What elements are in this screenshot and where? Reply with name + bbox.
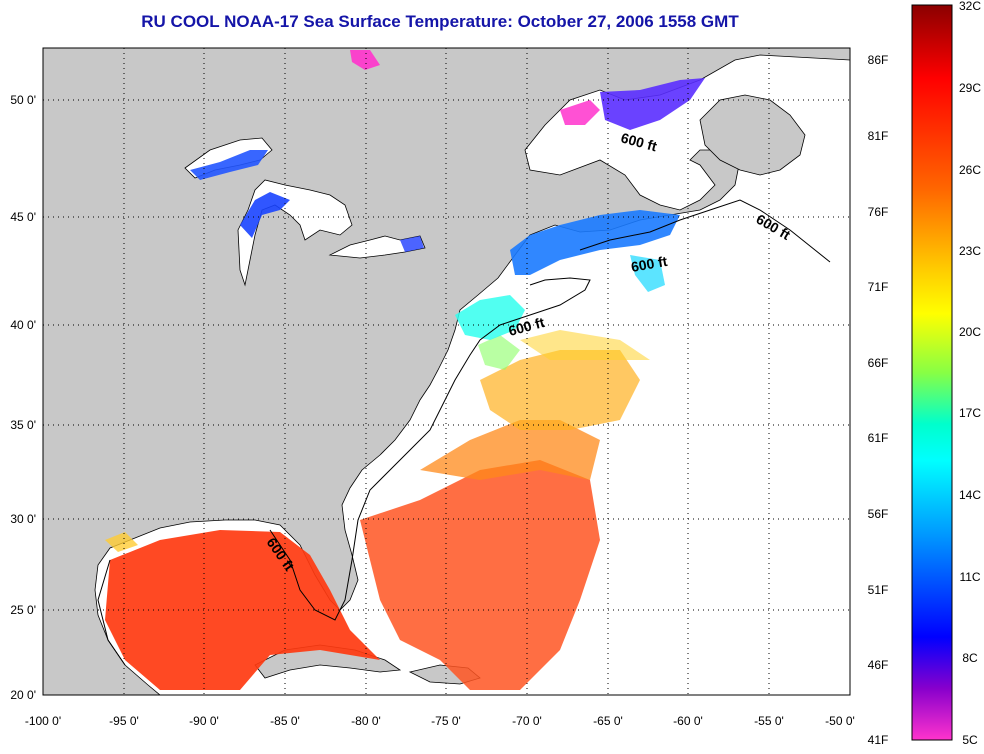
depth-label: 600 ft	[630, 253, 669, 275]
lon-tick-label: -75 0'	[431, 714, 461, 728]
colorbar-c-label: 29C	[959, 81, 981, 95]
colorbar-c-label: 11C	[959, 570, 980, 584]
colorbar-c-label: 14C	[959, 488, 981, 502]
colorbar-f-label: 56F	[868, 507, 889, 521]
lat-tick-label: 45 0'	[10, 210, 36, 224]
colorbar-gradient	[911, 4, 953, 741]
lat-tick-label: 25 0'	[10, 603, 36, 617]
colorbar-c-label: 26C	[959, 163, 981, 177]
colorbar-c-label: 8C	[962, 651, 978, 665]
sst-data-layer	[105, 50, 705, 690]
lon-tick-label: -55 0'	[754, 714, 784, 728]
colorbar-c-label: 20C	[959, 325, 981, 339]
colorbar-f-label: 61F	[868, 431, 889, 445]
lon-tick-label: -85 0'	[270, 714, 300, 728]
colorbar-c-label: 5C	[962, 733, 978, 747]
lon-tick-label: -80 0'	[351, 714, 381, 728]
depth-contour-600ft	[97, 199, 831, 666]
lat-tick-label: 30 0'	[10, 512, 36, 526]
colorbar-f-label: 51F	[868, 583, 889, 597]
lon-tick-label: -65 0'	[593, 714, 623, 728]
lat-tick-label: 35 0'	[10, 418, 36, 432]
lat-tick-label: 50 0'	[10, 93, 36, 107]
colorbar-f-label: 71F	[868, 280, 889, 294]
colorbar-c-label: 32C	[959, 0, 981, 13]
colorbar-f-label: 86F	[868, 53, 889, 67]
land-newfoundland	[699, 94, 806, 176]
colorbar-f-label: 41F	[868, 733, 889, 747]
colorbar: 86F 81F 76F 71F 66F 61F 56F 51F 46F 41F …	[868, 0, 982, 747]
colorbar-celsius-labels: 32C 29C 26C 23C 20C 17C 14C 11C 8C 5C	[959, 0, 981, 747]
colorbar-c-label: 23C	[959, 244, 981, 258]
lat-tick-label: 20 0'	[10, 688, 36, 702]
colorbar-f-label: 66F	[868, 356, 889, 370]
lon-tick-label: -70 0'	[512, 714, 542, 728]
map-title: RU COOL NOAA-17 Sea Surface Temperature:…	[141, 12, 739, 31]
colorbar-fahrenheit-labels: 86F 81F 76F 71F 66F 61F 56F 51F 46F 41F	[868, 53, 889, 747]
lat-tick-label: 40 0'	[10, 318, 36, 332]
lon-tick-label: -60 0'	[673, 714, 703, 728]
lon-tick-label: -90 0'	[189, 714, 219, 728]
latitude-axis: 20 0' 25 0' 30 0' 35 0' 40 0' 45 0' 50 0…	[10, 93, 36, 702]
colorbar-f-label: 76F	[868, 205, 889, 219]
map-frame	[42, 47, 851, 696]
land-north-america	[43, 48, 850, 695]
colorbar-c-label: 17C	[959, 406, 981, 420]
colorbar-f-label: 46F	[868, 658, 889, 672]
lon-tick-label: -100 0'	[25, 714, 61, 728]
lon-tick-label: -50 0'	[825, 714, 855, 728]
lon-tick-label: -95 0'	[109, 714, 139, 728]
longitude-axis: -100 0' -95 0' -90 0' -85 0' -80 0' -75 …	[25, 714, 855, 728]
colorbar-f-label: 81F	[868, 129, 889, 143]
